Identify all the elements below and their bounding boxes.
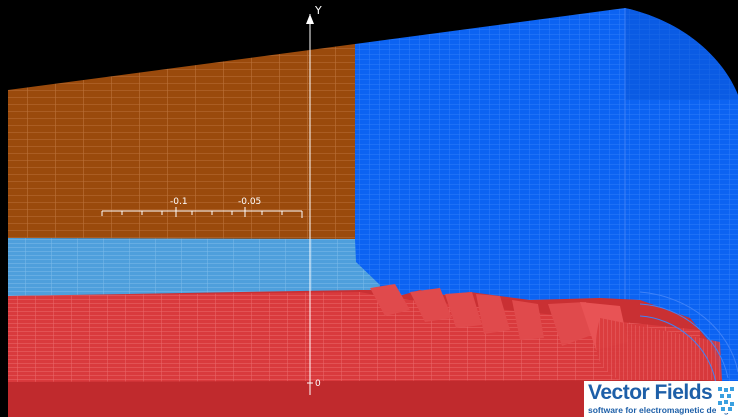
vector-fields-logo: Vector Fields software for electromagnet… [584,381,738,417]
measurement-scale: -0.1 -0.05 [101,197,303,218]
vector-fields-mark-icon [716,385,736,413]
logo-title: Vector Fields [588,381,713,404]
origin-label: 0 [315,379,321,389]
coil-conductor[interactable] [8,284,722,417]
y-axis-label: Y [314,4,322,17]
logo-subtitle: software for electromagnetic design [588,405,734,415]
scale-tick-label-2: -0.05 [238,197,261,207]
brown-region[interactable] [8,44,355,239]
y-axis: Y 0 [306,4,322,395]
scale-tick-label-1: -0.1 [170,197,188,207]
end-shield-arcs [639,291,738,385]
